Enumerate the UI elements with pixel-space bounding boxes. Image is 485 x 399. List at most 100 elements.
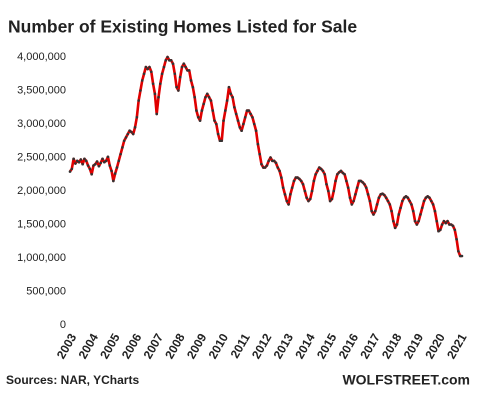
marker	[229, 92, 233, 96]
marker	[442, 219, 446, 223]
marker	[112, 179, 115, 183]
y-tick-label: 3,000,000	[17, 118, 66, 130]
marker	[200, 109, 204, 112]
marker	[258, 152, 261, 156]
marker	[272, 159, 276, 163]
marker	[252, 122, 256, 126]
marker	[155, 112, 159, 116]
marker	[301, 183, 305, 186]
x-tick-label: 2005	[97, 331, 123, 361]
marker	[103, 160, 106, 164]
marker	[202, 102, 205, 106]
marker	[79, 158, 83, 161]
marker	[180, 65, 184, 69]
marker	[263, 166, 267, 169]
marker	[148, 65, 151, 69]
x-tick-label: 2007	[141, 331, 167, 361]
x-tick-label: 2013	[271, 331, 297, 361]
marker	[216, 132, 220, 136]
marker	[386, 199, 390, 203]
marker	[334, 179, 337, 183]
marker	[383, 193, 386, 197]
marker	[220, 139, 224, 143]
marker	[101, 157, 104, 161]
marker	[130, 130, 133, 134]
marker	[424, 196, 428, 199]
marker	[269, 156, 272, 159]
marker	[265, 164, 269, 167]
marker	[171, 62, 175, 65]
x-tick-label: 2006	[119, 331, 145, 361]
y-tick-label: 4,000,000	[17, 51, 66, 63]
marker	[280, 176, 283, 179]
marker	[348, 196, 352, 199]
marker	[384, 196, 388, 199]
marker	[267, 159, 271, 163]
marker	[417, 219, 420, 223]
marker	[377, 196, 381, 199]
marker	[157, 95, 160, 99]
chart-title: Number of Existing Homes Listed for Sale	[8, 17, 357, 37]
marker	[420, 206, 424, 210]
marker	[137, 99, 140, 102]
marker	[451, 224, 455, 228]
marker	[149, 70, 153, 74]
marker	[337, 170, 341, 174]
marker	[131, 132, 135, 136]
marker	[238, 126, 242, 129]
marker	[189, 79, 193, 82]
marker	[84, 159, 88, 163]
marker	[260, 162, 263, 166]
x-tick-label: 2009	[184, 331, 210, 361]
marker	[319, 167, 323, 171]
marker	[72, 157, 75, 161]
marker	[401, 199, 404, 203]
marker	[99, 161, 103, 165]
marker	[140, 79, 144, 82]
marker	[209, 99, 213, 102]
marker	[153, 92, 157, 96]
marker	[323, 172, 327, 176]
marker	[415, 223, 419, 226]
marker	[213, 119, 216, 122]
marker	[164, 59, 168, 62]
marker	[139, 89, 142, 92]
marker	[422, 199, 426, 203]
marker	[243, 116, 247, 119]
marker	[162, 65, 166, 69]
marker	[236, 119, 240, 122]
y-tick-label: 2,000,000	[17, 185, 66, 197]
marker	[75, 159, 79, 163]
marker	[256, 142, 260, 146]
x-tick-label: 2003	[54, 331, 80, 361]
marker	[345, 179, 348, 183]
marker	[274, 161, 278, 165]
marker	[366, 193, 370, 196]
y-tick-label: 1,000,000	[17, 252, 66, 264]
marker	[330, 197, 334, 201]
marker	[204, 95, 207, 99]
marker	[187, 69, 191, 72]
marker	[370, 209, 373, 213]
credit: WOLFSTREET.com	[342, 372, 470, 388]
marker	[261, 166, 265, 169]
marker	[205, 92, 209, 96]
marker	[81, 162, 84, 166]
x-tick-label: 2008	[162, 331, 188, 361]
marker	[399, 206, 402, 210]
marker	[375, 203, 379, 206]
x-tick-label: 2017	[357, 331, 383, 361]
marker	[178, 75, 182, 79]
marker	[310, 189, 314, 193]
marker	[308, 197, 312, 201]
marker	[177, 89, 180, 92]
marker	[350, 203, 354, 206]
marker	[390, 209, 393, 213]
marker	[276, 166, 280, 169]
marker	[92, 164, 95, 167]
marker	[361, 180, 364, 184]
marker	[439, 228, 442, 232]
marker	[211, 109, 215, 112]
marker	[317, 166, 321, 169]
